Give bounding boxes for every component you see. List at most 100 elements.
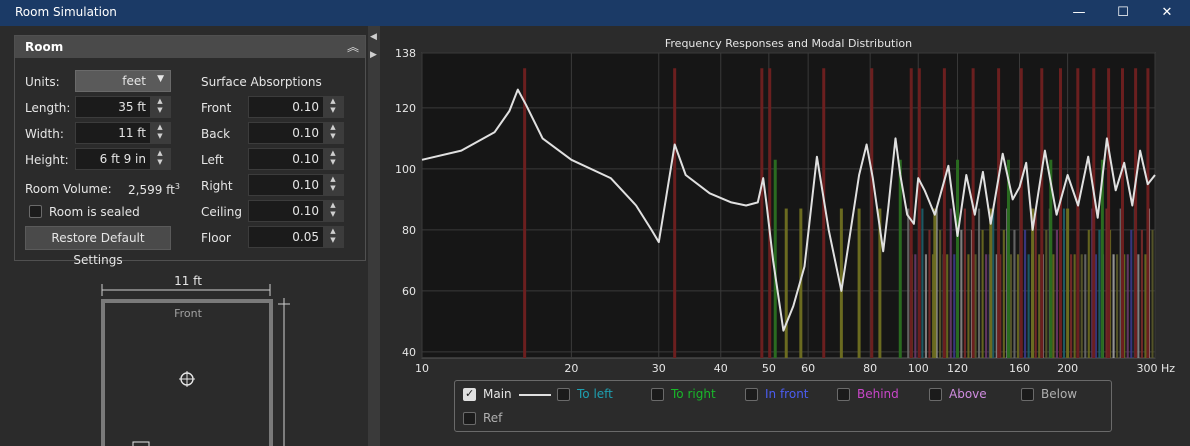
height-spinbox[interactable]: 6 ft 9 in ▲ ▼ [75,148,171,170]
room-outline [101,299,273,446]
mode-density-bar [924,254,928,358]
mode-bar [1006,159,1010,358]
units-combo[interactable]: feet ▼ [75,70,171,92]
legend-label-ref: Ref [483,411,503,425]
x-tick-label: 50 [762,362,776,375]
absorption-label-left: Left [201,153,224,167]
mode-density-bar [1112,254,1115,358]
mode-density-bar [1094,254,1097,358]
mode-density-bar [1130,229,1133,358]
legend-label-to-left: To left [577,387,613,401]
mode-density-bar [914,254,917,358]
frequency-response-chart: Frequency Responses and Modal Distributi… [395,37,1175,375]
absorption-spinbox-floor[interactable]: 0.05 ▲ ▼ [248,226,344,248]
mode-density-bar [1045,229,1048,358]
mode-bar [1066,208,1070,358]
mode-bar [989,208,993,358]
mode-density-bar [985,254,988,358]
mode-bar [942,68,946,358]
x-tick-label: 60 [801,362,815,375]
spin-arrows-icon[interactable]: ▲ ▼ [323,149,343,169]
spin-arrows-icon[interactable]: ▲ ▼ [150,149,170,169]
mode-density-bar [946,254,949,358]
spin-arrows-icon[interactable]: ▲ ▼ [323,123,343,143]
restore-defaults-button[interactable]: Restore Default Settings [25,226,171,267]
mode-density-bar [907,208,910,358]
spin-arrows-icon[interactable]: ▲ ▼ [323,201,343,221]
room-width-label: 11 ft [174,274,202,288]
mode-density-bar [1038,254,1041,358]
mode-density-bar [995,254,998,358]
mode-density-bar [939,229,942,358]
mode-density-bar [1009,254,1012,358]
length-label: Length: [25,101,71,115]
mode-bar [1040,68,1044,358]
legend-label-in-front: In front [765,387,809,401]
legend-checkbox-behind[interactable] [837,388,850,401]
mode-density-bar [992,208,995,358]
y-tick-label: 138 [395,47,416,60]
legend-checkbox-above[interactable] [929,388,942,401]
mode-bar [1107,68,1111,358]
legend-checkbox-ref[interactable] [463,412,476,425]
mode-bar [839,208,843,358]
absorption-value: 0.10 [292,152,319,166]
absorption-spinbox-ceiling[interactable]: 0.10 ▲ ▼ [248,200,344,222]
legend-checkbox-main[interactable] [463,387,476,401]
legend-checkbox-to-right[interactable] [651,388,664,401]
mode-density-bar [928,229,931,358]
collapse-icon[interactable]: ︽ [346,40,359,54]
absorption-spinbox-left[interactable]: 0.10 ▲ ▼ [248,148,344,170]
mode-density-bar [1116,254,1119,358]
mode-density-bar [1126,254,1129,358]
absorption-label-floor: Floor [201,231,231,245]
absorption-spinbox-back[interactable]: 0.10 ▲ ▼ [248,122,344,144]
legend-checkbox-below[interactable] [1021,388,1034,401]
spin-arrows-icon[interactable]: ▲ ▼ [323,97,343,117]
window-title-bar: Room Simulation — ☐ ✕ [0,0,1190,26]
absorption-spinbox-front[interactable]: 0.10 ▲ ▼ [248,96,344,118]
spin-arrows-icon[interactable]: ▲ ▼ [150,97,170,117]
x-tick-label: 80 [863,362,877,375]
room-volume-value: 2,599 ft3 [128,182,180,197]
width-spinbox[interactable]: 11 ft ▲ ▼ [75,122,171,144]
chevron-right-icon[interactable]: ▶ [370,50,377,60]
mode-bar [760,68,764,358]
mode-bar [1049,159,1053,358]
legend-checkbox-in-front[interactable] [745,388,758,401]
maximize-button[interactable]: ☐ [1117,5,1129,20]
mode-density-bar [1062,208,1066,358]
minimize-button[interactable]: — [1072,5,1086,20]
room-panel-header[interactable]: Room ︽ [15,36,365,58]
mode-density-bar [931,254,935,358]
close-button[interactable]: ✕ [1161,5,1173,20]
pane-splitter[interactable]: ◀ ▶ [368,26,380,446]
mode-bar [773,159,777,358]
chevron-left-icon[interactable]: ◀ [370,32,377,42]
mode-bar [1076,68,1080,358]
absorption-label-front: Front [201,101,232,115]
absorption-label-back: Back [201,127,231,141]
mode-density-bar [967,254,970,358]
mode-density-bar [1087,229,1090,358]
window-title: Room Simulation [15,5,117,19]
mode-bar [1092,68,1096,358]
length-spinbox[interactable]: 35 ft ▲ ▼ [75,96,171,118]
y-tick-label: 60 [402,285,416,298]
mode-bar [1146,68,1150,358]
speaker-icon [132,441,150,446]
spin-arrows-icon[interactable]: ▲ ▼ [323,227,343,247]
plot-area [421,52,1156,359]
legend-checkbox-to-left[interactable] [557,388,570,401]
spin-arrows-icon[interactable]: ▲ ▼ [323,175,343,195]
y-tick-label: 80 [402,224,416,237]
room-sealed-checkbox[interactable] [29,205,42,218]
mode-density-bar [1027,254,1030,358]
mode-density-bar [1137,254,1140,358]
mode-density-bar [1080,254,1083,358]
mode-bar [673,68,677,358]
mode-density-bar [1073,254,1076,358]
mode-bar [1019,68,1023,358]
absorption-spinbox-right[interactable]: 0.10 ▲ ▼ [248,174,344,196]
spin-arrows-icon[interactable]: ▲ ▼ [150,123,170,143]
